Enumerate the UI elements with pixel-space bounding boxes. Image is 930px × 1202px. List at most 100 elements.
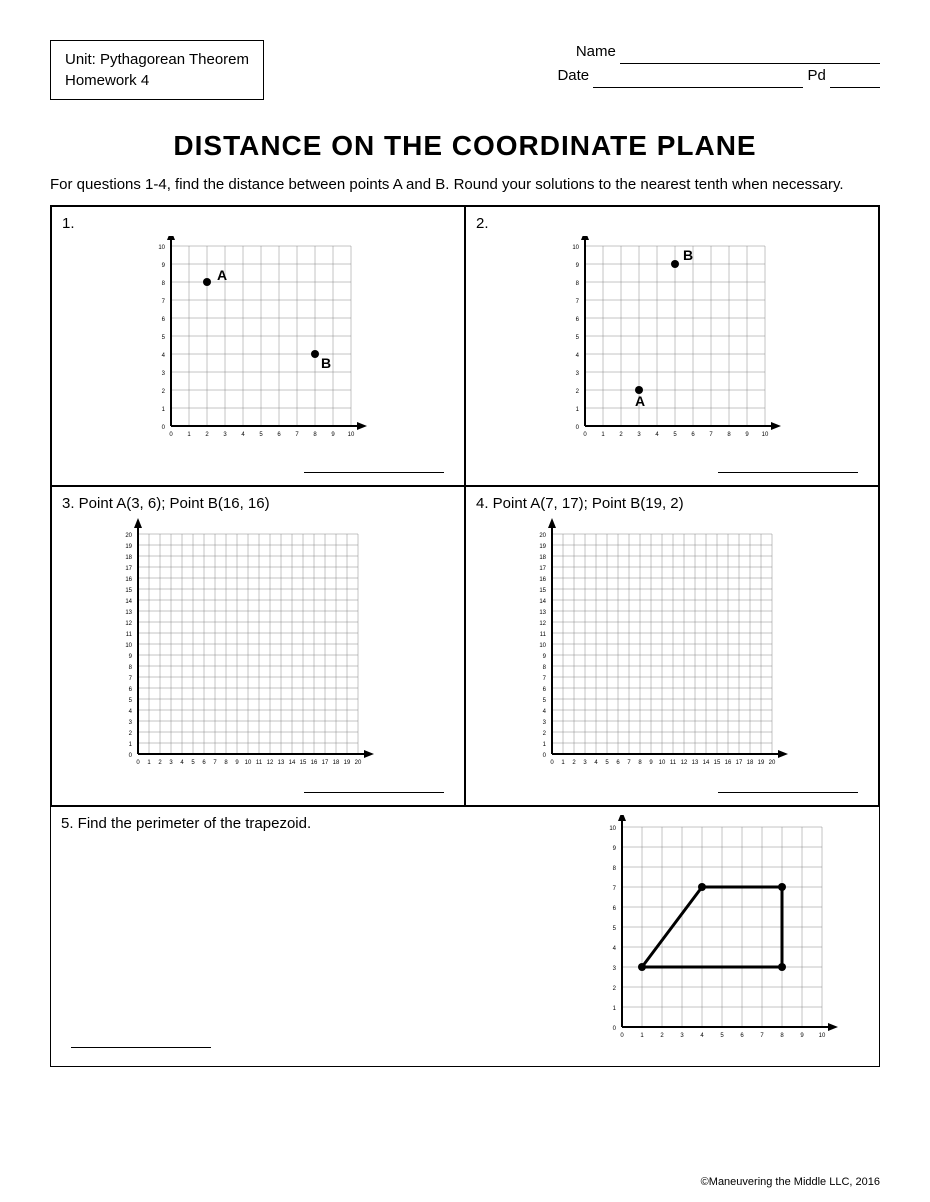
svg-text:3: 3 xyxy=(613,966,617,972)
svg-text:9: 9 xyxy=(129,654,133,660)
instructions-text: For questions 1-4, find the distance bet… xyxy=(50,174,880,195)
svg-text:13: 13 xyxy=(278,760,285,766)
q1-label: 1. xyxy=(62,215,454,232)
svg-text:15: 15 xyxy=(300,760,307,766)
svg-text:6: 6 xyxy=(613,906,617,912)
svg-text:3: 3 xyxy=(162,371,166,377)
svg-text:8: 8 xyxy=(129,665,133,671)
svg-text:3: 3 xyxy=(543,720,547,726)
svg-text:7: 7 xyxy=(760,1033,764,1039)
svg-text:2: 2 xyxy=(162,389,166,395)
q4-chart: 0123456789101112131415161718192001234567… xyxy=(522,516,822,776)
q5-chart: 012345678910012345678910 xyxy=(594,815,844,1045)
svg-text:11: 11 xyxy=(540,632,547,638)
svg-text:4: 4 xyxy=(543,709,547,715)
question-4: 4. Point A(7, 17); Point B(19, 2) 0 12 3 4 5… xyxy=(465,486,879,806)
question-5: 5. Find the perimeter of the trapezoid. … xyxy=(50,807,880,1067)
svg-text:0: 0 xyxy=(129,753,133,759)
svg-text:1: 1 xyxy=(576,407,580,413)
question-3: 3. Point A(3, 6); Point B(16, 16) 012345… xyxy=(51,486,465,806)
svg-text:0: 0 xyxy=(162,425,166,431)
q2-label: 2. xyxy=(476,215,868,232)
svg-text:7: 7 xyxy=(627,760,631,766)
svg-text:9: 9 xyxy=(649,760,653,766)
svg-text:9: 9 xyxy=(331,432,335,438)
svg-text:3: 3 xyxy=(680,1033,684,1039)
name-label: Name xyxy=(576,43,616,60)
svg-text:16: 16 xyxy=(539,577,546,583)
svg-text:5: 5 xyxy=(543,698,547,704)
date-blank[interactable] xyxy=(593,73,803,88)
name-blank[interactable] xyxy=(620,49,880,64)
q2-answer-blank[interactable] xyxy=(718,472,858,473)
svg-text:9: 9 xyxy=(576,263,580,269)
svg-text:9: 9 xyxy=(162,263,166,269)
svg-text:5: 5 xyxy=(162,335,166,341)
q5-label: 5. Find the perimeter of the trapezoid. xyxy=(61,815,569,832)
svg-text:5: 5 xyxy=(259,432,263,438)
svg-text:15: 15 xyxy=(714,760,721,766)
svg-text:19: 19 xyxy=(539,544,546,550)
svg-text:3: 3 xyxy=(129,720,133,726)
svg-text:11: 11 xyxy=(126,632,133,638)
svg-text:1: 1 xyxy=(640,1033,644,1039)
svg-text:B: B xyxy=(683,247,693,263)
svg-text:2: 2 xyxy=(543,731,547,737)
svg-text:10: 10 xyxy=(572,245,579,251)
svg-text:20: 20 xyxy=(539,533,546,539)
question-1: 1. 012345678910012345678910AB xyxy=(51,206,465,486)
svg-text:14: 14 xyxy=(539,599,546,605)
svg-text:10: 10 xyxy=(609,826,616,832)
svg-text:2: 2 xyxy=(613,986,617,992)
unit-line-2: Homework 4 xyxy=(65,70,249,91)
svg-text:3: 3 xyxy=(637,432,641,438)
svg-text:17: 17 xyxy=(322,760,329,766)
svg-text:6: 6 xyxy=(129,687,133,693)
q4-answer-blank[interactable] xyxy=(718,792,858,793)
svg-text:1: 1 xyxy=(601,432,605,438)
svg-text:7: 7 xyxy=(709,432,713,438)
pd-label: Pd xyxy=(807,67,825,84)
svg-text:6: 6 xyxy=(616,760,620,766)
svg-text:2: 2 xyxy=(660,1033,664,1039)
svg-text:18: 18 xyxy=(747,760,754,766)
pd-blank[interactable] xyxy=(830,73,880,88)
svg-text:0: 0 xyxy=(613,1026,617,1032)
svg-text:7: 7 xyxy=(213,760,217,766)
svg-text:0: 0 xyxy=(169,432,173,438)
svg-text:14: 14 xyxy=(125,599,132,605)
svg-text:10: 10 xyxy=(125,643,132,649)
svg-text:7: 7 xyxy=(543,676,547,682)
unit-box: Unit: Pythagorean Theorem Homework 4 xyxy=(50,40,264,100)
svg-text:9: 9 xyxy=(613,846,617,852)
svg-text:17: 17 xyxy=(125,566,132,572)
svg-text:8: 8 xyxy=(638,760,642,766)
svg-text:19: 19 xyxy=(344,760,351,766)
svg-text:3: 3 xyxy=(223,432,227,438)
svg-text:9: 9 xyxy=(235,760,239,766)
svg-text:4: 4 xyxy=(241,432,245,438)
svg-text:19: 19 xyxy=(758,760,765,766)
q5-answer-blank[interactable] xyxy=(71,1047,211,1048)
svg-text:12: 12 xyxy=(539,621,546,627)
svg-text:0: 0 xyxy=(583,432,587,438)
svg-text:8: 8 xyxy=(576,281,580,287)
questions-grid: 1. 012345678910012345678910AB 2. 0123456… xyxy=(50,205,880,807)
svg-text:0: 0 xyxy=(550,760,554,766)
svg-text:18: 18 xyxy=(125,555,132,561)
svg-text:8: 8 xyxy=(162,281,166,287)
q1-answer-blank[interactable] xyxy=(304,472,444,473)
svg-text:17: 17 xyxy=(736,760,743,766)
svg-text:4: 4 xyxy=(613,946,617,952)
q3-answer-blank[interactable] xyxy=(304,792,444,793)
svg-text:2: 2 xyxy=(129,731,133,737)
q4-label: 4. Point A(7, 17); Point B(19, 2) xyxy=(476,495,868,512)
svg-text:2: 2 xyxy=(158,760,162,766)
svg-text:10: 10 xyxy=(245,760,252,766)
svg-text:12: 12 xyxy=(125,621,132,627)
svg-text:12: 12 xyxy=(267,760,274,766)
svg-text:8: 8 xyxy=(613,866,617,872)
svg-text:4: 4 xyxy=(129,709,133,715)
svg-text:10: 10 xyxy=(158,245,165,251)
unit-line-1: Unit: Pythagorean Theorem xyxy=(65,49,249,70)
